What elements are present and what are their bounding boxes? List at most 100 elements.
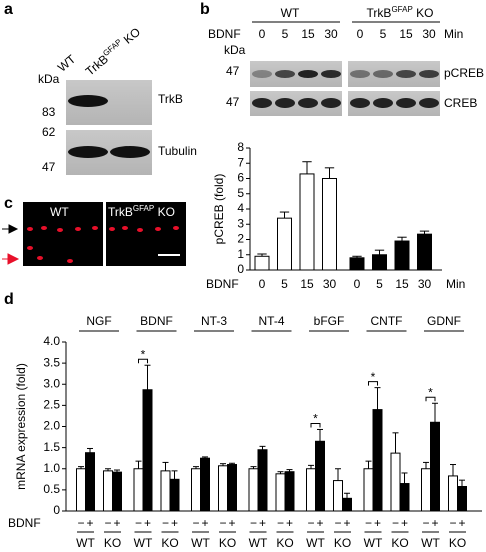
punctum [155, 227, 161, 231]
band [275, 98, 295, 108]
treatment-tick: − [449, 516, 456, 530]
genotype-label: KO [391, 536, 408, 550]
row-label: TrkB [158, 92, 183, 106]
x-tick-label: 0 [354, 277, 361, 291]
treatment-tick: + [458, 516, 465, 530]
micrograph [23, 202, 103, 266]
bar [133, 468, 144, 512]
y-tick-label: 8 [237, 140, 244, 154]
bar [142, 389, 153, 512]
treatment-tick: + [171, 516, 178, 530]
band [350, 70, 370, 78]
time-label: 0 [259, 27, 266, 41]
text: KO [118, 25, 143, 49]
significance-bracket [138, 358, 148, 364]
genotype-label: WT [134, 536, 153, 550]
band [396, 70, 416, 78]
bar [421, 468, 431, 512]
y-tick-label: 3.5 [43, 355, 60, 369]
genotype-label: WT [191, 536, 210, 550]
y-tick-label: 5 [237, 186, 244, 200]
text: KO [154, 205, 175, 219]
bar [218, 465, 228, 512]
text: KO [413, 6, 434, 20]
marker: 47 [226, 64, 240, 78]
x-tick-label: 0 [259, 277, 266, 291]
panel-label: b [200, 1, 210, 18]
time-label: 15 [399, 27, 413, 41]
y-tick-label: 3 [237, 216, 244, 230]
puncta [27, 226, 179, 263]
treatment-tick: + [316, 516, 323, 530]
bar [227, 464, 237, 512]
band [373, 98, 393, 108]
x-tick-label: 15 [395, 277, 409, 291]
genotype-label: WT [306, 536, 325, 550]
genotype-label: WT [249, 536, 268, 550]
punctum [37, 256, 43, 260]
category-label: GDNF [427, 314, 461, 328]
punctum [41, 226, 47, 230]
band [252, 98, 272, 108]
row-label: Tubulin [158, 144, 197, 158]
significance-label: * [428, 385, 433, 399]
treatment-tick: + [201, 516, 208, 530]
genotype-label: WT [421, 536, 440, 550]
time-label: 5 [380, 27, 387, 41]
y-axis-label: mRNA expression (fold) [14, 363, 28, 490]
time-label: 30 [324, 27, 338, 41]
bar [372, 409, 383, 512]
treatment-tick: − [135, 516, 142, 530]
bar [399, 483, 410, 512]
time-labels: 0 5 15 30 0 5 15 30 [259, 27, 436, 41]
x-tick-label: 30 [323, 277, 337, 291]
y-tick-label: 4.0 [43, 334, 60, 348]
column-label: TrkBGFAP KO [82, 24, 143, 79]
significance-label: * [141, 347, 146, 361]
treatment-tick: + [401, 516, 408, 530]
arrow [2, 224, 19, 234]
time-label: 0 [357, 27, 364, 41]
unit-label: Min [446, 277, 465, 291]
band [321, 98, 341, 108]
punctum [27, 227, 33, 231]
bar [248, 468, 259, 512]
column-label: TrkBGFAP KO [108, 204, 175, 220]
genotype-label: KO [449, 536, 466, 550]
band [68, 146, 108, 158]
y-tick-label: 3.0 [43, 376, 60, 390]
bar [430, 421, 440, 512]
text: GFAP [133, 204, 154, 213]
treatment-tick: − [277, 516, 284, 530]
marker: 47 [226, 95, 240, 109]
text: TrkB [367, 6, 392, 20]
band [396, 98, 416, 108]
band [350, 98, 370, 108]
y-tick-label: 0 [237, 262, 244, 276]
treatment-tick: + [113, 516, 120, 530]
y-tick-label: 2.5 [43, 398, 60, 412]
y-tick-label: 0 [53, 503, 60, 517]
panel-label: c [4, 195, 13, 212]
bands [252, 70, 439, 108]
treatment-tick: + [86, 516, 93, 530]
bar [277, 217, 292, 271]
time-label: 15 [301, 27, 315, 41]
band [298, 98, 318, 108]
punctum [57, 228, 63, 232]
band [252, 70, 272, 78]
y-tick-label: 1 [237, 247, 244, 261]
bar [417, 233, 432, 271]
treatment-tick: + [286, 516, 293, 530]
treatment-tick: + [374, 516, 381, 530]
panel-label: d [4, 291, 14, 308]
y-tick-label: 1.5 [43, 440, 60, 454]
bar [284, 471, 295, 512]
bar [306, 468, 316, 512]
bar [254, 255, 270, 271]
band [275, 70, 295, 78]
significance-bracket [425, 396, 436, 402]
significance-label: * [313, 412, 318, 426]
treatment-tick: − [392, 516, 399, 530]
